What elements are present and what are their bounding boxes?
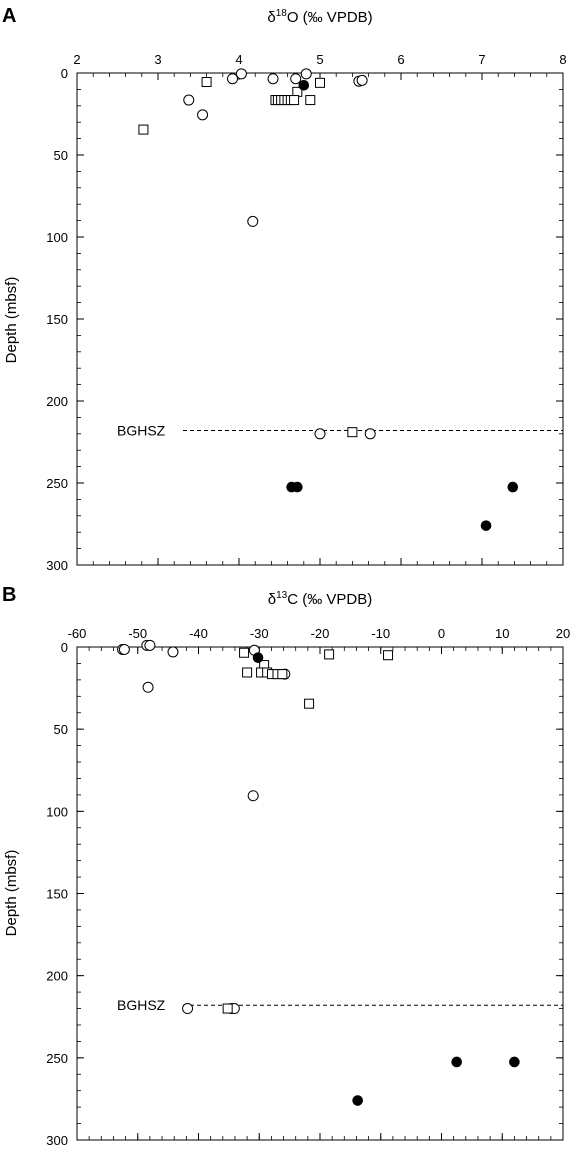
y-tick-label: 250 xyxy=(46,1051,68,1066)
data-point-open-square xyxy=(242,667,253,678)
data-point-open-circle xyxy=(267,73,279,85)
data-point-filled-circle xyxy=(292,481,303,493)
panel-b-letter: B xyxy=(2,584,16,606)
data-point-open-square xyxy=(383,650,394,661)
data-point-open-square xyxy=(239,647,250,658)
data-point-open-circle xyxy=(197,109,209,121)
data-point-open-circle xyxy=(167,646,179,658)
data-point-open-circle xyxy=(235,68,247,80)
y-tick-label: 100 xyxy=(46,804,68,819)
y-tick-label: 0 xyxy=(61,640,68,655)
data-point-open-circle xyxy=(227,73,239,85)
x-tick-label: 20 xyxy=(556,626,570,641)
panel-b-x-axis-title: δ13C (‰ VPDB) xyxy=(268,590,373,608)
panel-a-letter: A xyxy=(2,5,16,27)
data-point-open-square xyxy=(222,1003,233,1014)
bghsz-label: BGHSZ xyxy=(117,423,166,439)
panel-a-x-axis-title: δ18O (‰ VPDB) xyxy=(267,8,372,26)
x-tick-label: 0 xyxy=(438,626,445,641)
x-tick-label: -30 xyxy=(250,626,269,641)
data-point-open-circle xyxy=(247,215,259,227)
title-superscript: 18 xyxy=(276,8,288,19)
y-tick-label: 0 xyxy=(61,66,68,81)
data-point-open-circle xyxy=(364,428,376,440)
data-point-open-circle xyxy=(247,790,259,802)
data-point-filled-circle xyxy=(509,1056,520,1068)
data-point-filled-circle xyxy=(298,80,310,91)
y-tick-label: 250 xyxy=(46,476,68,491)
panel-b-plot: -60 -50 -40 -30 -20 -10 0 10 2005010015020025030… xyxy=(46,626,570,1148)
title-rest: C (‰ VPDB) xyxy=(287,591,372,608)
data-point-open-circle xyxy=(118,643,130,655)
data-point-open-circle xyxy=(144,639,156,651)
data-point-open-square xyxy=(138,124,149,135)
plot-frame xyxy=(76,646,564,1141)
data-point-open-circle xyxy=(183,94,195,106)
data-point-open-square xyxy=(315,77,325,88)
x-tick-label: -50 xyxy=(128,626,147,641)
x-tick-label: 6 xyxy=(397,52,404,67)
title-superscript: 13 xyxy=(276,590,288,601)
y-tick-label: 50 xyxy=(54,722,68,737)
data-point-open-square xyxy=(305,95,316,106)
title-delta: δ xyxy=(267,9,275,26)
data-point-open-circle xyxy=(314,428,326,440)
x-tick-label: 4 xyxy=(235,52,242,67)
data-point-filled-circle xyxy=(451,1056,462,1068)
data-point-open-square xyxy=(304,698,315,709)
title-rest: O (‰ VPDB) xyxy=(287,9,373,26)
data-point-filled-circle xyxy=(480,520,492,531)
data-point-open-square xyxy=(289,95,300,106)
x-tick-label: 8 xyxy=(559,52,566,67)
x-tick-label: -40 xyxy=(189,626,208,641)
data-point-open-circle xyxy=(142,681,154,693)
data-point-open-circle xyxy=(290,73,302,85)
x-tick-label: -20 xyxy=(311,626,330,641)
y-tick-label: 200 xyxy=(46,394,68,409)
title-delta: δ xyxy=(268,591,276,608)
y-tick-label: 50 xyxy=(54,148,68,163)
data-point-open-circle xyxy=(182,1003,194,1015)
y-tick-label: 100 xyxy=(46,230,68,245)
data-point-open-square xyxy=(277,669,288,680)
x-tick-label: -60 xyxy=(68,626,87,641)
x-tick-label: -10 xyxy=(371,626,390,641)
y-tick-label: 300 xyxy=(46,1133,68,1148)
bghsz-label: BGHSZ xyxy=(117,997,166,1013)
y-tick-label: 200 xyxy=(46,969,68,984)
y-tick-label: 150 xyxy=(46,887,68,902)
x-tick-label: 10 xyxy=(495,626,509,641)
y-tick-label: 150 xyxy=(46,312,68,327)
x-tick-label: 3 xyxy=(154,52,161,67)
data-point-filled-circle xyxy=(252,652,264,663)
data-point-open-circle xyxy=(356,74,368,86)
x-tick-label: 2 xyxy=(73,52,80,67)
plot-frame xyxy=(76,72,564,566)
data-point-open-circle xyxy=(300,68,312,80)
data-point-filled-circle xyxy=(507,481,519,493)
data-point-filled-circle xyxy=(352,1095,363,1106)
data-point-open-square xyxy=(347,427,358,438)
data-point-open-square xyxy=(201,77,212,88)
panel-a-y-axis-title: Depth (mbsf) xyxy=(3,277,20,364)
data-point-open-square xyxy=(324,649,335,660)
x-tick-label: 5 xyxy=(316,52,323,67)
panel-a-plot: 2 3 4 5 6 7 8 0 50 100 150 200 250 300 BGHSZ xyxy=(46,52,566,573)
y-tick-label: 300 xyxy=(46,558,68,573)
panel-b-y-axis-title: Depth (mbsf) xyxy=(3,850,20,937)
x-tick-label: 7 xyxy=(478,52,485,67)
